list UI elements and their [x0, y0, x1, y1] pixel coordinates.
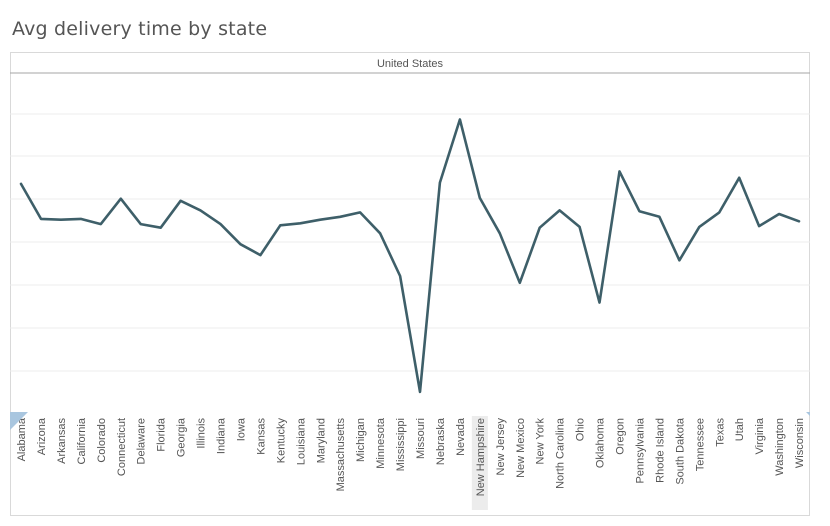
data-point-wisconsin[interactable]: [796, 218, 802, 224]
x-tick-label-minnesota[interactable]: Minnesota: [375, 417, 387, 469]
data-point-connecticut[interactable]: [118, 196, 124, 202]
data-point-kansas[interactable]: [257, 252, 263, 258]
x-tick-label-texas[interactable]: Texas: [714, 418, 726, 447]
data-point-rhode-island[interactable]: [656, 214, 662, 220]
x-tick-label-new-jersey[interactable]: New Jersey: [495, 418, 507, 476]
series-line: [19, 118, 801, 394]
x-tick-label-tennessee[interactable]: Tennessee: [694, 418, 706, 471]
x-tick-label-illinois[interactable]: Illinois: [196, 418, 208, 449]
x-tick-label-alabama[interactable]: Alabama: [16, 417, 28, 461]
corner-markers: [10, 412, 810, 430]
corner-marker-bottom-left: [10, 412, 28, 430]
data-point-nevada[interactable]: [457, 116, 463, 122]
x-tick-label-connecticut[interactable]: Connecticut: [116, 418, 128, 476]
data-point-mississippi[interactable]: [397, 273, 403, 279]
page-title: Avg delivery time by state: [12, 18, 268, 40]
gridlines: [10, 113, 810, 372]
data-point-arizona[interactable]: [38, 216, 44, 222]
x-tick-label-new-mexico[interactable]: New Mexico: [515, 418, 527, 478]
data-point-georgia[interactable]: [178, 198, 184, 204]
data-point-illinois[interactable]: [198, 207, 204, 213]
x-tick-label-california[interactable]: California: [76, 417, 88, 464]
x-tick-label-north-carolina[interactable]: North Carolina: [555, 417, 567, 489]
x-tick-label-mississippi[interactable]: Mississippi: [395, 418, 407, 471]
series-layer: [18, 116, 802, 395]
data-point-tennessee[interactable]: [696, 224, 702, 230]
x-tick-label-arkansas[interactable]: Arkansas: [56, 418, 68, 464]
x-tick-label-kansas[interactable]: Kansas: [255, 418, 267, 455]
x-tick-label-massachusetts[interactable]: Massachusetts: [335, 418, 347, 492]
data-point-north-carolina[interactable]: [557, 207, 563, 213]
data-point-new-hampshire[interactable]: [477, 195, 483, 201]
data-point-indiana[interactable]: [218, 221, 224, 227]
highlight-layer: [471, 416, 488, 510]
x-tick-label-iowa[interactable]: Iowa: [235, 417, 247, 441]
data-point-kentucky[interactable]: [277, 222, 283, 228]
data-point-delaware[interactable]: [138, 221, 144, 227]
data-point-minnesota[interactable]: [377, 230, 383, 236]
x-tick-label-delaware[interactable]: Delaware: [136, 418, 148, 464]
x-tick-label-wisconsin[interactable]: Wisconsin: [794, 418, 806, 468]
data-point-virginia[interactable]: [756, 223, 762, 229]
data-point-oklahoma[interactable]: [597, 300, 603, 306]
data-point-south-dakota[interactable]: [676, 257, 682, 263]
data-point-texas[interactable]: [716, 209, 722, 215]
x-tick-label-new-hampshire[interactable]: New Hampshire: [475, 418, 487, 496]
x-tick-label-michigan[interactable]: Michigan: [355, 418, 367, 462]
x-axis-tick-labels: Alabama Arizona Arkansas California Colorado…: [16, 417, 806, 496]
chart-frame: [10, 52, 810, 516]
data-point-washington[interactable]: [776, 211, 782, 217]
data-point-alabama[interactable]: [18, 181, 24, 187]
x-tick-label-virginia[interactable]: Virginia: [754, 417, 766, 454]
x-tick-label-oklahoma[interactable]: Oklahoma: [595, 417, 607, 468]
x-tick-label-indiana[interactable]: Indiana: [216, 417, 228, 454]
data-point-colorado[interactable]: [98, 221, 104, 227]
x-tick-label-colorado[interactable]: Colorado: [96, 418, 108, 463]
x-tick-label-kentucky[interactable]: Kentucky: [275, 418, 287, 464]
data-point-new-jersey[interactable]: [497, 230, 503, 236]
x-tick-label-utah[interactable]: Utah: [734, 418, 746, 441]
corner-marker-bottom-right: [806, 412, 810, 416]
x-tick-label-georgia[interactable]: Georgia: [176, 417, 188, 457]
x-tick-label-nebraska[interactable]: Nebraska: [435, 417, 447, 465]
data-point-missouri[interactable]: [417, 389, 423, 395]
x-tick-label-rhode-island[interactable]: Rhode Island: [654, 418, 666, 483]
data-point-new-york[interactable]: [537, 225, 543, 231]
data-point-ohio[interactable]: [577, 224, 583, 230]
x-tick-label-arizona[interactable]: Arizona: [36, 417, 48, 455]
x-tick-label-new-york[interactable]: New York: [535, 418, 547, 465]
highlight-band: [471, 416, 488, 510]
data-point-louisiana[interactable]: [297, 220, 303, 226]
x-tick-label-oregon[interactable]: Oregon: [615, 418, 627, 455]
x-tick-label-ohio[interactable]: Ohio: [575, 418, 587, 441]
x-tick-label-florida[interactable]: Florida: [156, 417, 168, 452]
data-point-nebraska[interactable]: [437, 180, 443, 186]
x-tick-label-louisiana[interactable]: Louisiana: [295, 417, 307, 465]
data-point-michigan[interactable]: [357, 209, 363, 215]
data-point-oregon[interactable]: [617, 168, 623, 174]
data-point-florida[interactable]: [158, 225, 164, 231]
x-tick-label-nevada[interactable]: Nevada: [455, 417, 467, 456]
data-point-california[interactable]: [78, 216, 84, 222]
data-point-massachusetts[interactable]: [337, 214, 343, 220]
data-point-pennsylvania[interactable]: [636, 208, 642, 214]
data-point-new-mexico[interactable]: [517, 280, 523, 286]
x-tick-label-washington[interactable]: Washington: [774, 418, 786, 476]
data-point-iowa[interactable]: [237, 241, 243, 247]
x-tick-label-pennsylvania[interactable]: Pennsylvania: [634, 417, 646, 483]
header-united-states: United States: [377, 58, 444, 70]
data-point-arkansas[interactable]: [58, 217, 64, 223]
x-tick-label-maryland[interactable]: Maryland: [315, 418, 327, 463]
x-tick-label-missouri[interactable]: Missouri: [415, 418, 427, 459]
data-point-maryland[interactable]: [317, 217, 323, 223]
data-point-utah[interactable]: [736, 175, 742, 181]
x-tick-label-south-dakota[interactable]: South Dakota: [674, 417, 686, 485]
